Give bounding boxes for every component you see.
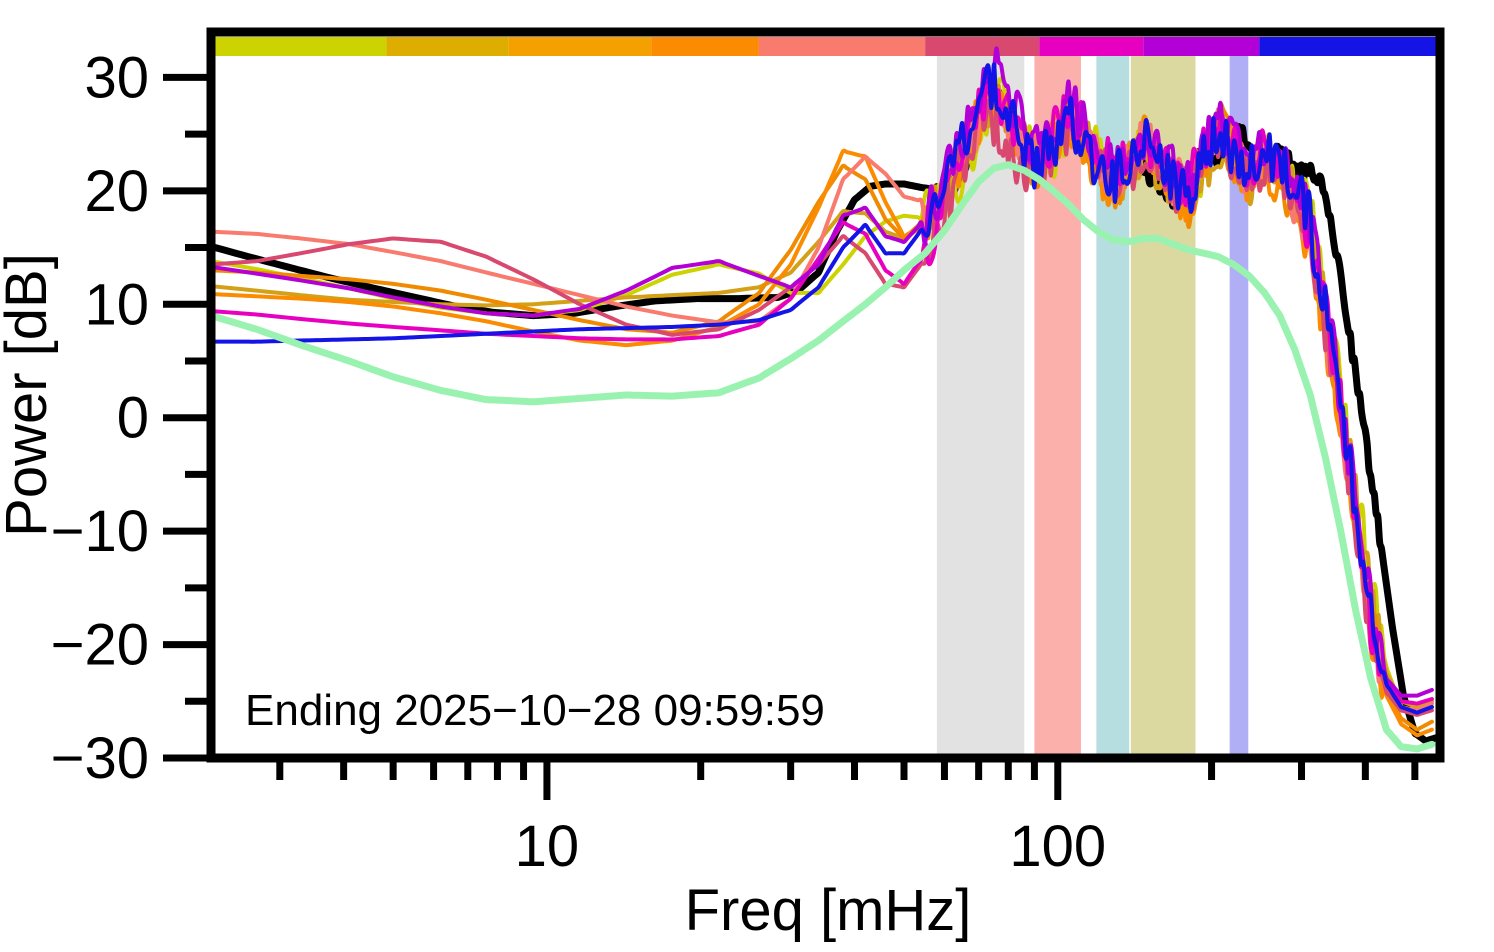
y-tick-label: 0 <box>117 386 149 451</box>
band-rose <box>925 37 1040 56</box>
y-tick-label: −20 <box>51 613 149 678</box>
series-trace-purple <box>209 46 1434 698</box>
y-tick-label: 10 <box>84 272 149 337</box>
y-axis-tick-labels: 30 20 10 0 −10 −20 −30 <box>51 45 149 791</box>
x-axis-label: Freq [mHz] <box>685 878 972 943</box>
band-gold <box>386 37 509 56</box>
y-tick-label: 30 <box>84 45 149 110</box>
y-tick-label: −10 <box>51 499 149 564</box>
x-axis-ticks <box>276 758 1419 800</box>
band-salmon <box>758 37 926 56</box>
plot-frame <box>206 27 1445 763</box>
band-magenta <box>1039 37 1144 56</box>
ending-timestamp-annotation: Ending 2025−10−28 09:59:59 <box>245 686 825 735</box>
y-axis-ticks <box>163 73 211 762</box>
series-group <box>207 46 1441 753</box>
band-amber <box>508 37 652 56</box>
y-tick-label: −30 <box>51 726 149 791</box>
series-trace-blue <box>209 62 1434 715</box>
band-yellow-green <box>211 37 387 56</box>
y-axis-label: Power [dB] <box>0 253 59 537</box>
x-axis-tick-labels: 10 100 <box>515 814 1107 879</box>
band-lavender <box>1229 56 1249 758</box>
band-blue <box>1259 37 1440 56</box>
band-orange <box>651 37 759 56</box>
band-purple <box>1143 37 1260 56</box>
top-color-bar <box>211 37 1440 56</box>
x-tick-label: 100 <box>1009 814 1106 879</box>
axes-frame <box>206 27 1445 763</box>
y-tick-label: 20 <box>84 159 149 224</box>
x-tick-label: 10 <box>515 814 580 879</box>
series-trace-pale-green <box>207 161 1436 753</box>
